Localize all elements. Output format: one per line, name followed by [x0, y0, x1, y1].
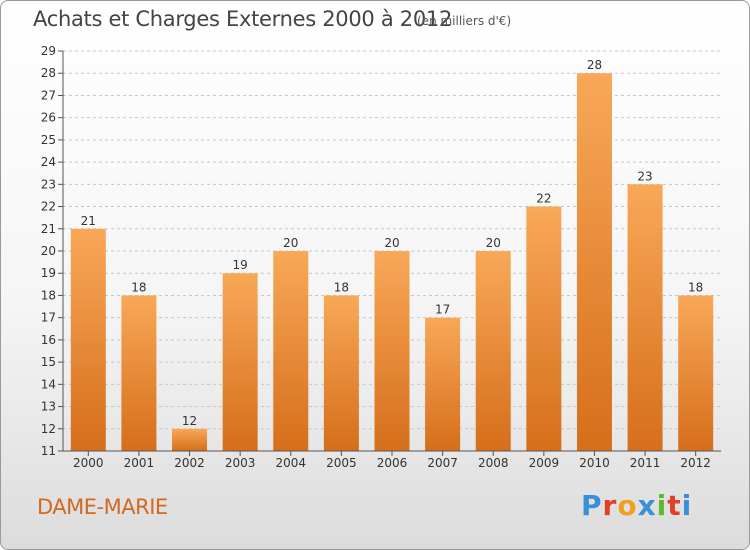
- axis-layer: 11 12 13 14 15 16 17 18 19 20 21 22 23 24 25 26 27 28 29 20…: [41, 44, 721, 470]
- bar-2006: [374, 251, 410, 451]
- logo-letter: x: [637, 489, 657, 522]
- bar-2008: [475, 251, 511, 451]
- x-tick-label: 2010: [579, 456, 610, 470]
- bar-2007: [425, 317, 461, 451]
- bar-2000: [70, 228, 106, 451]
- x-tick-label: 2003: [225, 456, 256, 470]
- y-tick-label: 12: [41, 422, 56, 436]
- bar-2004: [273, 251, 309, 451]
- y-tick-label: 11: [41, 444, 56, 458]
- x-tick-label: 2007: [427, 456, 458, 470]
- x-tick-label: 2011: [630, 456, 661, 470]
- y-tick-label: 25: [41, 133, 56, 147]
- bar-value-label: 18: [688, 280, 703, 294]
- x-tick-label: 2002: [174, 456, 205, 470]
- logo-letter: t: [667, 489, 682, 522]
- y-tick-label: 29: [41, 44, 56, 58]
- chart-title: Achats et Charges Externes 2000 à 2012: [33, 7, 453, 31]
- bar-value-label: 22: [536, 192, 551, 206]
- y-tick-label: 15: [41, 355, 56, 369]
- bar-value-label: 28: [587, 58, 602, 72]
- proxiti-logo[interactable]: Proxiti: [581, 489, 692, 522]
- x-tick-label: 2006: [377, 456, 408, 470]
- y-tick-label: 21: [41, 222, 56, 236]
- bar-2010: [576, 73, 612, 451]
- bar-value-label: 12: [182, 414, 197, 428]
- chart-unit: (en milliers d'€): [417, 14, 512, 28]
- city-name: DAME-MARIE: [37, 495, 168, 519]
- bar-value-label: 21: [81, 214, 96, 228]
- y-tick-label: 24: [41, 155, 56, 169]
- bar-2012: [678, 295, 714, 451]
- bar-2001: [121, 295, 157, 451]
- logo-letter: i: [656, 489, 668, 522]
- bar-value-label: 20: [384, 236, 399, 250]
- x-tick-label: 2009: [529, 456, 560, 470]
- y-tick-label: 18: [41, 288, 56, 302]
- y-tick-label: 22: [41, 200, 56, 214]
- logo-letter: r: [602, 489, 618, 522]
- bar-2011: [627, 184, 663, 452]
- bar-value-label: 18: [334, 280, 349, 294]
- bar-value-label: 20: [486, 236, 501, 250]
- bar-2003: [222, 273, 258, 451]
- bar-2009: [526, 206, 562, 451]
- bars-layer: 21 18 12 19 20 18 20 17 20 22 28 23 18: [70, 58, 714, 452]
- y-tick-label: 20: [41, 244, 56, 258]
- y-tick-label: 16: [41, 333, 56, 347]
- x-tick-label: 2004: [275, 456, 306, 470]
- x-tick-label: 2005: [326, 456, 357, 470]
- bar-2005: [323, 295, 359, 451]
- bar-value-label: 23: [637, 169, 652, 183]
- bar-value-label: 18: [131, 280, 146, 294]
- x-tick-label: 2000: [73, 456, 104, 470]
- bar-value-label: 20: [283, 236, 298, 250]
- logo-letter: i: [681, 489, 693, 522]
- y-tick-label: 27: [41, 88, 56, 102]
- y-tick-label: 28: [41, 66, 56, 80]
- bar-value-label: 19: [233, 258, 248, 272]
- x-tick-label: 2012: [680, 456, 711, 470]
- x-tick-label: 2001: [124, 456, 155, 470]
- y-tick-label: 13: [41, 400, 56, 414]
- x-tick-label: 2008: [478, 456, 509, 470]
- y-tick-label: 19: [41, 266, 56, 280]
- y-tick-label: 14: [41, 377, 56, 391]
- y-tick-label: 17: [41, 311, 56, 325]
- y-tick-label: 26: [41, 111, 56, 125]
- logo-letter: P: [581, 489, 603, 522]
- y-tick-label: 23: [41, 177, 56, 191]
- bar-2002: [172, 428, 208, 451]
- bar-value-label: 17: [435, 303, 450, 317]
- logo-letter: o: [617, 489, 638, 522]
